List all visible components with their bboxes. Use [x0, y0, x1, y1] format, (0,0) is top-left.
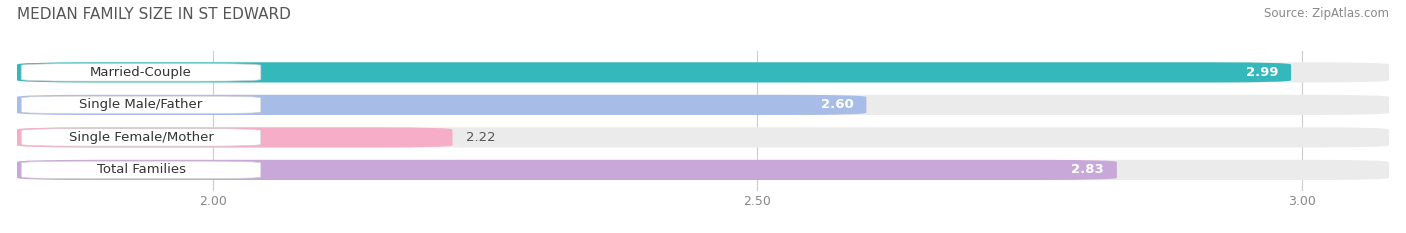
FancyBboxPatch shape [17, 62, 1291, 82]
FancyBboxPatch shape [17, 160, 1116, 180]
Text: Total Families: Total Families [97, 163, 186, 176]
FancyBboxPatch shape [21, 129, 262, 146]
FancyBboxPatch shape [21, 96, 262, 114]
FancyBboxPatch shape [17, 95, 866, 115]
Text: MEDIAN FAMILY SIZE IN ST EDWARD: MEDIAN FAMILY SIZE IN ST EDWARD [17, 7, 291, 22]
FancyBboxPatch shape [17, 127, 453, 147]
Text: 2.22: 2.22 [465, 131, 495, 144]
FancyBboxPatch shape [21, 161, 262, 179]
FancyBboxPatch shape [21, 64, 262, 81]
FancyBboxPatch shape [17, 95, 1389, 115]
FancyBboxPatch shape [17, 160, 1389, 180]
FancyBboxPatch shape [17, 62, 1389, 82]
Text: Source: ZipAtlas.com: Source: ZipAtlas.com [1264, 7, 1389, 20]
Text: Single Male/Father: Single Male/Father [79, 98, 202, 111]
FancyBboxPatch shape [17, 127, 1389, 147]
Text: 2.99: 2.99 [1246, 66, 1278, 79]
Text: Married-Couple: Married-Couple [90, 66, 193, 79]
Text: 2.83: 2.83 [1071, 163, 1104, 176]
Text: 2.60: 2.60 [821, 98, 853, 111]
Text: Single Female/Mother: Single Female/Mother [69, 131, 214, 144]
